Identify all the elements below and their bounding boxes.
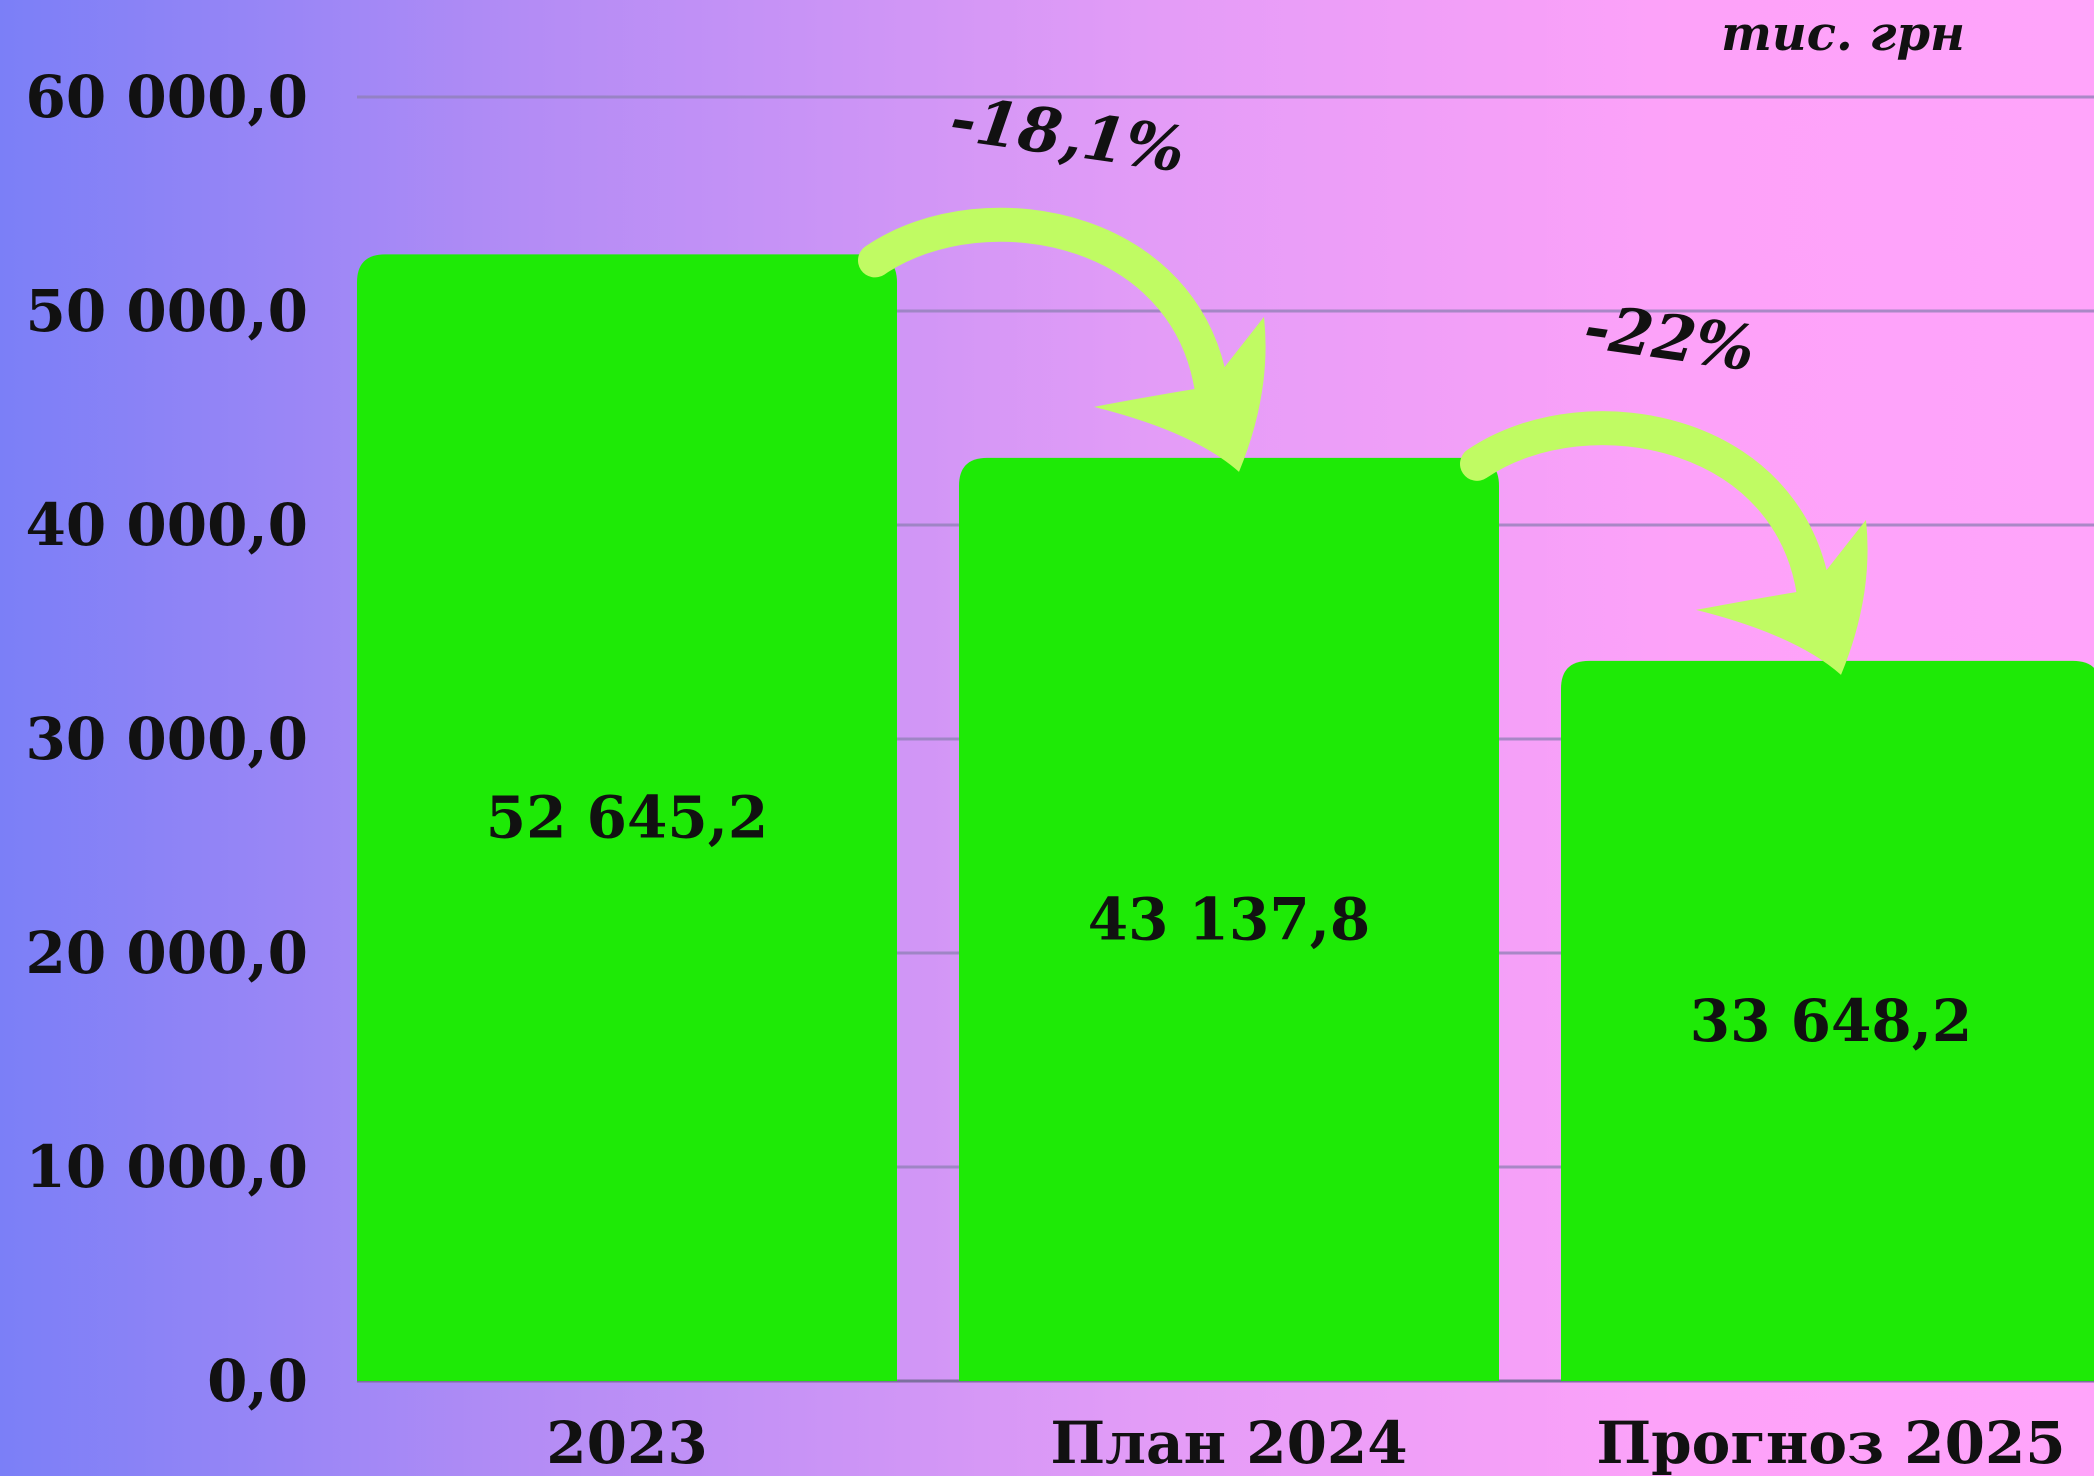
arrow-head [1696, 519, 1868, 675]
bar-value-label: 33 648,2 [1690, 987, 1973, 1055]
y-axis-tick-labels: 0,0 10 000,0 20 000,0 30 000,0 40 000,0 50 00… [25, 63, 308, 1415]
y-tick-label: 20 000,0 [25, 919, 308, 987]
x-category-label: План 2024 [1050, 1409, 1407, 1476]
y-tick-label: 50 000,0 [25, 277, 308, 345]
bar [959, 457, 1499, 1381]
y-tick-label: 30 000,0 [25, 705, 308, 773]
bars: 52 645,2 43 137,8 33 648,2 [357, 254, 2094, 1382]
x-category-label: Прогноз 2025 [1596, 1409, 2065, 1476]
change-arrow: -22% [1460, 290, 1868, 675]
unit-label: тис. грн [1721, 6, 1965, 62]
arrow-shaft [1460, 411, 1833, 632]
y-tick-label: 10 000,0 [25, 1133, 308, 1201]
x-category-label: 2023 [546, 1409, 707, 1476]
y-tick-label: 40 000,0 [25, 491, 308, 559]
arrow-head [1094, 316, 1266, 472]
bar-value-label: 43 137,8 [1088, 885, 1371, 953]
x-axis-category-labels: 2023 План 2024 Прогноз 2025 [546, 1409, 2065, 1476]
bar [1561, 660, 2094, 1381]
bar-value-label: 52 645,2 [486, 784, 769, 852]
y-tick-label: 0,0 [207, 1347, 308, 1415]
change-arrow: -18,1% [858, 82, 1266, 472]
arrow-shaft [858, 207, 1231, 429]
bar [357, 254, 897, 1382]
y-tick-label: 60 000,0 [25, 63, 308, 131]
change-percent-label: -22% [1580, 290, 1759, 386]
